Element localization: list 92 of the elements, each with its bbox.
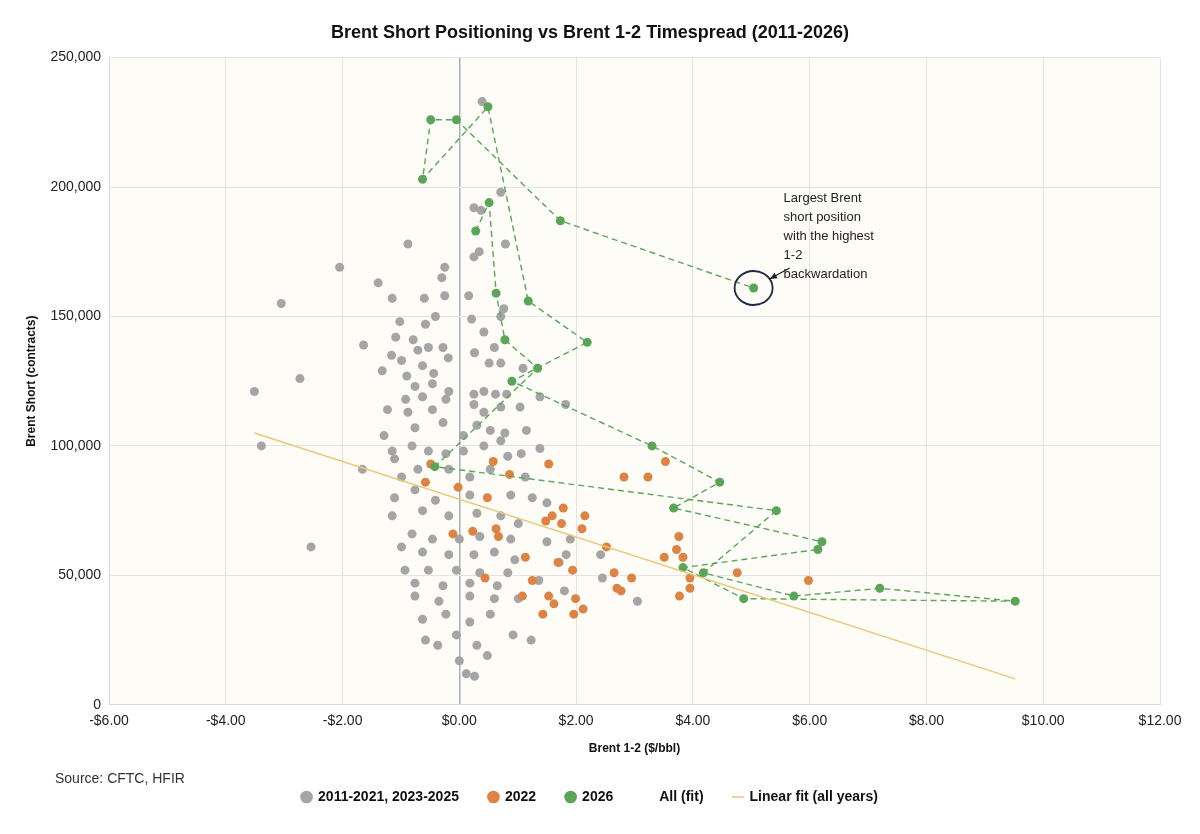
point [453, 482, 463, 492]
x-tick-label: -$2.00 [322, 712, 363, 729]
point [484, 198, 494, 208]
legend-label: 2011-2021, 2023-2025 [318, 787, 460, 804]
point [555, 216, 565, 226]
point [771, 506, 781, 516]
point [448, 529, 458, 539]
annotation: Largest Brent short position with the highest 1-2 backwardation [782, 190, 875, 282]
x-axis-title: Brent 1-2 ($/bbl) [588, 741, 681, 756]
y-tick-label: 200,000 [50, 177, 102, 194]
point [426, 115, 436, 125]
point [674, 532, 684, 542]
point [491, 288, 501, 298]
point [547, 511, 557, 521]
x-tick-label: -$4.00 [205, 712, 246, 729]
point [609, 568, 619, 578]
point [715, 477, 725, 487]
point [523, 296, 533, 306]
point [483, 102, 493, 112]
y-tick-label: 0 [93, 695, 102, 712]
point [468, 526, 478, 536]
x-tick-label: $4.00 [675, 712, 711, 729]
legend-label: 2022 [504, 787, 537, 804]
source-note: Source: CFTC, HFIR [55, 769, 185, 786]
point [817, 537, 827, 547]
point [480, 573, 490, 583]
point [647, 441, 657, 451]
x-tick-label: $8.00 [908, 712, 945, 729]
point [491, 524, 501, 534]
point [804, 576, 813, 586]
point [507, 376, 517, 386]
point [541, 516, 551, 526]
point [488, 456, 498, 466]
point [549, 599, 559, 609]
point [580, 511, 590, 521]
x-tick-label: -$6.00 [89, 712, 130, 729]
point [1010, 596, 1020, 606]
point [789, 591, 799, 601]
point [616, 586, 626, 596]
point [875, 583, 885, 593]
x-tick-label: $12.00 [1138, 712, 1182, 729]
point [517, 591, 527, 601]
point [659, 552, 669, 562]
point [685, 583, 695, 593]
point [739, 594, 749, 604]
legend-label: 2026 [582, 787, 614, 804]
point [557, 519, 567, 529]
point [660, 456, 670, 466]
point [493, 532, 503, 542]
point [678, 552, 688, 562]
x-tick-label: $10.00 [1021, 712, 1065, 729]
point [538, 609, 548, 619]
point [672, 544, 682, 554]
point [571, 594, 581, 604]
point [698, 568, 708, 578]
point [577, 524, 587, 534]
point [619, 472, 629, 482]
y-axis-title: Brent Short (contracts) [23, 315, 38, 447]
point [430, 462, 440, 472]
point [418, 174, 428, 184]
point [569, 609, 579, 619]
point [544, 459, 554, 469]
point [505, 469, 515, 479]
point [527, 576, 537, 586]
point [813, 544, 823, 554]
point [582, 337, 592, 347]
chart-title: Brent Short Positioning vs Brent 1-2 Timespread (2011-2026) [331, 21, 849, 42]
point [627, 573, 637, 583]
point [732, 568, 742, 578]
legend-label: Linear fit (all years) [749, 787, 878, 804]
y-tick-label: 100,000 [50, 436, 102, 453]
x-tick-label: $2.00 [558, 712, 594, 729]
point [520, 552, 530, 562]
point [500, 335, 510, 345]
point [643, 472, 653, 482]
point [674, 591, 684, 601]
text: All (fit) [659, 787, 704, 804]
point [669, 503, 679, 513]
x-tick-label: $6.00 [792, 712, 828, 729]
point [578, 604, 588, 614]
y-tick-label: 150,000 [50, 307, 102, 324]
point [420, 477, 430, 487]
point [471, 226, 481, 236]
y-tick-label: 250,000 [50, 48, 102, 65]
point [558, 503, 568, 513]
point [451, 115, 461, 125]
point [544, 591, 554, 601]
x-tick-label: $0.00 [441, 712, 478, 729]
point [533, 363, 543, 373]
y-tick-label: 50,000 [58, 566, 102, 583]
point [568, 565, 578, 575]
point [482, 493, 492, 503]
